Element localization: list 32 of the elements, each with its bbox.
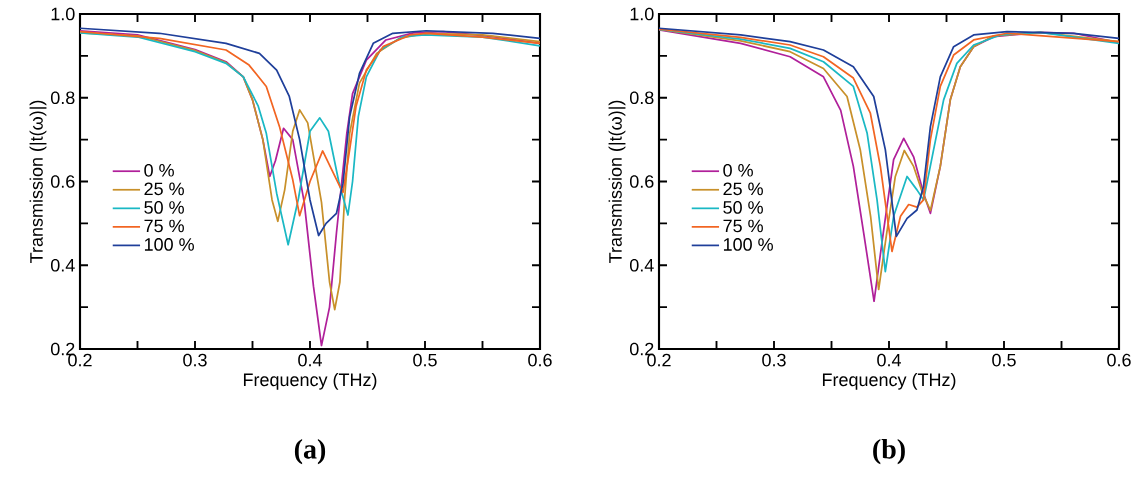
x-tick-label: 0.5 bbox=[992, 353, 1016, 367]
legend-label: 50 % bbox=[723, 201, 763, 214]
x-tick-label: 0.3 bbox=[762, 353, 786, 367]
legend-label: 75 % bbox=[723, 219, 763, 233]
x-axis-title: Frequency (THz) bbox=[243, 372, 377, 390]
x-tick-label: 0.4 bbox=[298, 353, 322, 367]
y-tick-label: 0.4 bbox=[629, 258, 654, 272]
legend-label: 100 % bbox=[144, 238, 194, 251]
x-tick-label: 0.6 bbox=[1107, 353, 1131, 367]
y-tick-label: 0.4 bbox=[50, 258, 75, 272]
legend-label: 100 % bbox=[723, 238, 773, 251]
y-axis-title: Transmission (|t(ω)|) bbox=[608, 100, 626, 263]
text: (a) bbox=[294, 438, 326, 465]
y-tick-label: 0.6 bbox=[629, 175, 654, 188]
legend-label: 25 % bbox=[144, 182, 184, 196]
x-tick-label: 0.6 bbox=[528, 353, 552, 367]
legend-label: 0 % bbox=[723, 163, 753, 177]
x-tick-label: 0.5 bbox=[413, 353, 437, 367]
y-tick-label: 0.8 bbox=[629, 91, 654, 105]
x-tick-label: 0.3 bbox=[183, 353, 207, 367]
text: (b) bbox=[873, 438, 905, 465]
legend-label: 25 % bbox=[723, 182, 763, 196]
x-axis-title: Frequency (THz) bbox=[822, 372, 956, 390]
y-tick-label: 0.6 bbox=[50, 175, 75, 188]
legend-label: 0 % bbox=[144, 163, 174, 177]
legend-label: 50 % bbox=[144, 201, 184, 214]
y-tick-label: 0.8 bbox=[50, 91, 75, 105]
legend-label: 75 % bbox=[144, 219, 184, 233]
y-axis-title: Transmission (|t(ω)|) bbox=[29, 100, 47, 263]
y-tick-label: 1.0 bbox=[51, 7, 75, 21]
y-tick-label: 1.0 bbox=[630, 7, 654, 21]
x-tick-label: 0.4 bbox=[877, 353, 901, 367]
